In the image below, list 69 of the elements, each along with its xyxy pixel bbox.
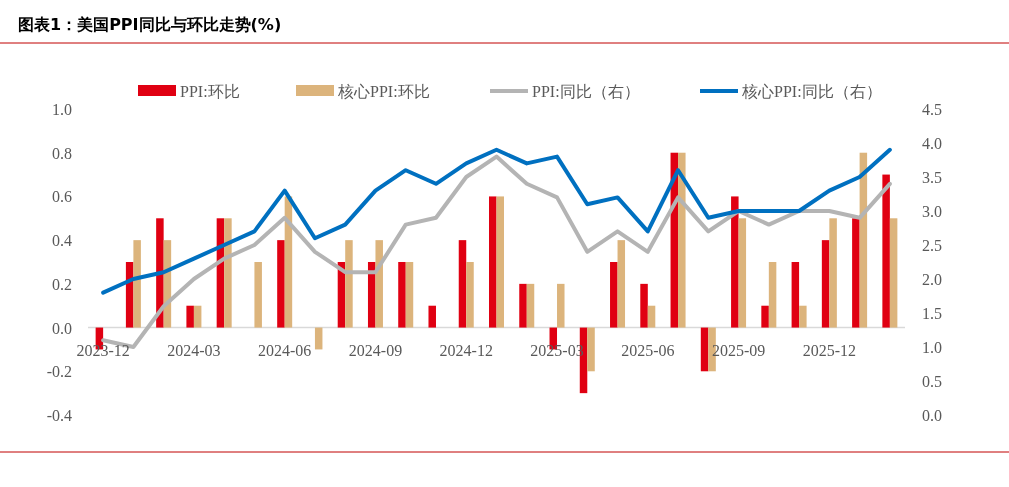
bar bbox=[768, 262, 777, 328]
bar bbox=[738, 218, 747, 328]
bar bbox=[852, 218, 860, 328]
x-tick-label: 2025-06 bbox=[621, 341, 675, 359]
bar bbox=[731, 196, 739, 328]
bar bbox=[799, 305, 807, 328]
bar bbox=[821, 240, 830, 328]
bar bbox=[587, 327, 595, 372]
y2-tick-label: 1.5 bbox=[922, 305, 942, 322]
bar bbox=[526, 283, 535, 328]
bar bbox=[133, 240, 141, 328]
legend-label: PPI:同比（右） bbox=[532, 83, 640, 100]
y-tick-label: -0.4 bbox=[46, 407, 72, 424]
y-tick-label: 0.4 bbox=[52, 232, 72, 250]
bar bbox=[428, 305, 436, 328]
bar bbox=[617, 240, 626, 328]
y2-tick-label: 3.0 bbox=[922, 203, 942, 220]
bar bbox=[761, 305, 769, 328]
bar bbox=[791, 262, 800, 328]
bar bbox=[647, 305, 656, 328]
line-series bbox=[101, 147, 892, 295]
bar bbox=[398, 262, 406, 328]
bar bbox=[375, 240, 383, 328]
x-tick-label: 2023-12 bbox=[76, 341, 130, 359]
y2-tick-label: 2.0 bbox=[922, 271, 942, 288]
y2-tick-label: 3.5 bbox=[922, 169, 942, 186]
bar bbox=[254, 262, 262, 328]
bar bbox=[829, 218, 837, 328]
bar bbox=[700, 327, 709, 372]
y2-tick-label: 4.5 bbox=[922, 101, 942, 118]
bar bbox=[458, 240, 467, 328]
bar bbox=[678, 152, 686, 328]
bar bbox=[405, 262, 414, 328]
x-tick-label: 2024-09 bbox=[348, 341, 403, 359]
chart-title: 图表1：美国PPI同比与环比走势(%) bbox=[18, 15, 282, 34]
bar bbox=[277, 240, 285, 328]
bar bbox=[186, 305, 194, 328]
y-tick-label: 0.6 bbox=[52, 188, 72, 206]
legend-label: PPI:环比 bbox=[180, 83, 240, 100]
x-tick-label: 2024-12 bbox=[439, 341, 493, 359]
y2-tick-label: 2.5 bbox=[922, 237, 942, 254]
bar bbox=[557, 283, 565, 328]
y-tick-label: 0.2 bbox=[52, 275, 72, 293]
x-tick-label: 2024-06 bbox=[258, 341, 312, 359]
y-tick-label: -0.2 bbox=[46, 363, 72, 381]
legend-label: 核心PPI:同比（右） bbox=[741, 83, 882, 100]
bar bbox=[882, 174, 890, 328]
bar bbox=[489, 196, 497, 328]
bar bbox=[496, 196, 504, 328]
legend-label: 核心PPI:环比 bbox=[337, 83, 430, 100]
y2-tick-label: 4.0 bbox=[922, 135, 942, 152]
bar bbox=[193, 305, 202, 328]
bar bbox=[640, 283, 648, 328]
bar bbox=[466, 262, 474, 328]
bar bbox=[314, 327, 323, 350]
x-tick-label: 2024-03 bbox=[167, 341, 221, 359]
bar bbox=[519, 283, 527, 328]
y-tick-label: 0.8 bbox=[52, 144, 72, 162]
bar bbox=[610, 262, 618, 328]
y2-tick-label: 0.5 bbox=[922, 373, 942, 390]
y-tick-label: 1.0 bbox=[52, 101, 72, 118]
bar bbox=[889, 218, 898, 328]
bar bbox=[345, 240, 353, 328]
bar bbox=[156, 218, 164, 328]
y2-tick-label: 1.0 bbox=[922, 339, 942, 356]
bar bbox=[224, 218, 232, 328]
x-tick-label: 2025-12 bbox=[802, 341, 857, 359]
y-tick-label: 0.0 bbox=[52, 319, 72, 337]
y2-tick-label: 0.0 bbox=[922, 407, 942, 424]
